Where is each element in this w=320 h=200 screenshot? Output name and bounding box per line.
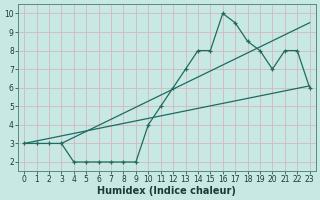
X-axis label: Humidex (Indice chaleur): Humidex (Indice chaleur) — [98, 186, 236, 196]
